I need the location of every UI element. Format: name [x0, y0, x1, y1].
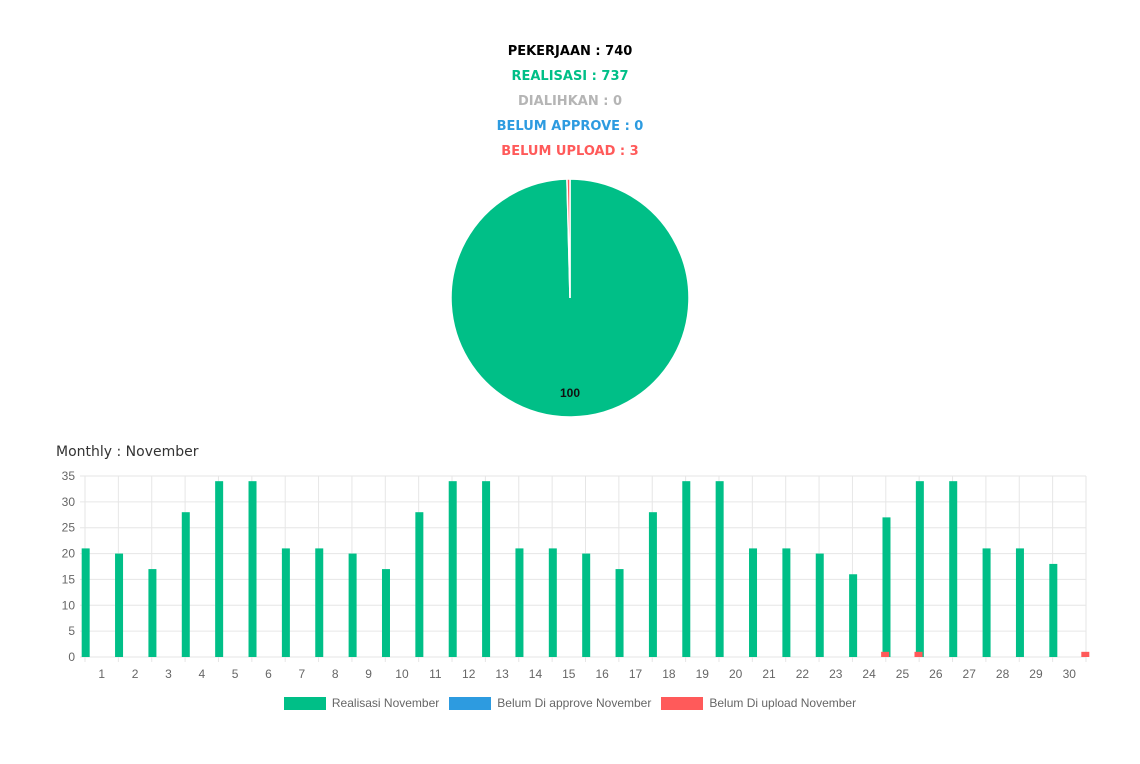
bar-realisasi-november-8[interactable] [315, 548, 323, 657]
bar-belum-di-upload-november-24[interactable] [881, 652, 889, 657]
x-tick-label: 6 [265, 667, 272, 681]
bar-legend: Realisasi November Belum Di approve Nove… [0, 696, 1140, 710]
bar-realisasi-november-23[interactable] [816, 554, 824, 657]
legend-swatch-belum-approve [449, 697, 491, 710]
bar-realisasi-november-21[interactable] [749, 548, 757, 657]
legend-swatch-realisasi [284, 697, 326, 710]
x-tick-label: 16 [596, 667, 610, 681]
x-tick-label: 29 [1029, 667, 1043, 681]
x-tick-label: 7 [299, 667, 306, 681]
bar-realisasi-november-16[interactable] [582, 554, 590, 657]
bar-belum-di-upload-november-30[interactable] [1081, 652, 1089, 657]
legend-item-belum-approve[interactable]: Belum Di approve November [449, 696, 651, 710]
x-tick-label: 8 [332, 667, 339, 681]
pie-data-label: 100 [560, 386, 580, 400]
x-tick-label: 13 [495, 667, 509, 681]
bar-realisasi-november-10[interactable] [382, 569, 390, 657]
x-tick-label: 26 [929, 667, 943, 681]
x-tick-label: 11 [429, 667, 442, 681]
x-tick-label: 20 [729, 667, 743, 681]
bar-realisasi-november-12[interactable] [449, 481, 457, 657]
bar-realisasi-november-26[interactable] [916, 481, 924, 657]
x-tick-label: 3 [165, 667, 172, 681]
bar-realisasi-november-9[interactable] [349, 554, 357, 657]
x-tick-label: 24 [862, 667, 876, 681]
bar-belum-di-upload-november-25[interactable] [914, 652, 922, 657]
belum-upload-total: BELUM UPLOAD : 3 [0, 144, 1140, 159]
bar-realisasi-november-27[interactable] [949, 481, 957, 657]
x-tick-label: 14 [529, 667, 543, 681]
legend-label-belum-upload: Belum Di upload November [709, 696, 856, 710]
bar-realisasi-november-2[interactable] [115, 554, 123, 657]
x-tick-label: 25 [896, 667, 910, 681]
bar-realisasi-november-29[interactable] [1016, 548, 1024, 657]
y-tick-label: 0 [68, 650, 75, 664]
realisasi-total: REALISASI : 737 [0, 69, 1140, 84]
x-tick-label: 22 [796, 667, 810, 681]
x-tick-label: 10 [395, 667, 409, 681]
x-tick-label: 18 [662, 667, 676, 681]
legend-swatch-belum-upload [661, 697, 703, 710]
x-tick-label: 17 [629, 667, 643, 681]
bar-realisasi-november-4[interactable] [182, 512, 190, 657]
y-tick-label: 15 [62, 572, 76, 586]
bar-realisasi-november-18[interactable] [649, 512, 657, 657]
y-tick-label: 35 [62, 469, 76, 483]
bar-realisasi-november-20[interactable] [716, 481, 724, 657]
x-tick-label: 15 [562, 667, 576, 681]
x-tick-label: 4 [198, 667, 205, 681]
x-tick-label: 1 [98, 667, 105, 681]
bar-realisasi-november-22[interactable] [782, 548, 790, 657]
belum-approve-total: BELUM APPROVE : 0 [0, 119, 1140, 134]
bar-realisasi-november-7[interactable] [282, 548, 290, 657]
x-tick-label: 9 [365, 667, 372, 681]
bar-realisasi-november-24[interactable] [849, 574, 857, 657]
y-tick-label: 20 [62, 547, 76, 561]
bar-realisasi-november-19[interactable] [682, 481, 690, 657]
x-tick-label: 23 [829, 667, 843, 681]
x-tick-label: 5 [232, 667, 239, 681]
legend-label-belum-approve: Belum Di approve November [497, 696, 651, 710]
x-tick-label: 12 [462, 667, 476, 681]
bar-realisasi-november-13[interactable] [482, 481, 490, 657]
x-tick-label: 2 [132, 667, 139, 681]
bar-realisasi-november-15[interactable] [549, 548, 557, 657]
x-tick-label: 27 [963, 667, 977, 681]
bar-realisasi-november-5[interactable] [215, 481, 223, 657]
bar-realisasi-november-1[interactable] [82, 548, 90, 657]
legend-item-belum-upload[interactable]: Belum Di upload November [661, 696, 856, 710]
x-tick-label: 21 [762, 667, 776, 681]
dialihkan-total: DIALIHKAN : 0 [0, 94, 1140, 109]
y-tick-label: 5 [68, 624, 75, 638]
bar-realisasi-november-25[interactable] [882, 517, 890, 657]
bar-realisasi-november-3[interactable] [148, 569, 156, 657]
x-tick-label: 30 [1063, 667, 1077, 681]
bar-realisasi-november-11[interactable] [415, 512, 423, 657]
y-tick-label: 30 [62, 495, 76, 509]
bar-realisasi-november-6[interactable] [249, 481, 257, 657]
bar-realisasi-november-14[interactable] [515, 548, 523, 657]
x-tick-label: 19 [696, 667, 710, 681]
pekerjaan-total: PEKERJAAN : 740 [0, 44, 1140, 59]
bar-realisasi-november-28[interactable] [983, 548, 991, 657]
y-tick-label: 10 [62, 598, 76, 612]
legend-item-realisasi[interactable]: Realisasi November [284, 696, 439, 710]
monthly-chart-title: Monthly : November [56, 444, 199, 460]
legend-label-realisasi: Realisasi November [332, 696, 439, 710]
y-tick-label: 25 [62, 521, 76, 535]
x-tick-label: 28 [996, 667, 1010, 681]
bar-realisasi-november-30[interactable] [1049, 564, 1057, 657]
bar-realisasi-november-17[interactable] [616, 569, 624, 657]
pie-chart: 100 [450, 178, 690, 418]
